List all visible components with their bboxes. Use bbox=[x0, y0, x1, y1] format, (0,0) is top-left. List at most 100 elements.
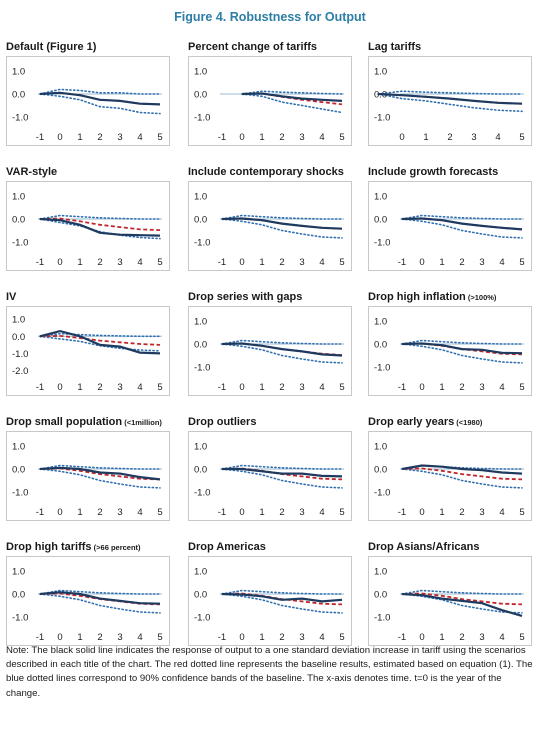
y-tick-label: 0.0 bbox=[374, 340, 387, 351]
panel-title-text: Drop Asians/Africans bbox=[368, 541, 480, 553]
line-chart-panel: 1.0 0.0 -1.0 -1 0 1 2 3 4 5 bbox=[368, 181, 532, 271]
panel-title: Drop series with gaps bbox=[188, 291, 302, 303]
x-tick-label: 1 bbox=[259, 507, 264, 518]
x-tick-label: 5 bbox=[157, 507, 162, 518]
estimate-line bbox=[401, 342, 523, 355]
y-tick-label: 0.0 bbox=[374, 465, 387, 476]
y-tick-label: 1.0 bbox=[374, 66, 387, 77]
x-tick-label: 2 bbox=[97, 132, 102, 143]
x-tick-label: 1 bbox=[439, 257, 444, 268]
y-tick-label: 1.0 bbox=[12, 315, 25, 326]
x-tick-label: 1 bbox=[439, 507, 444, 518]
line-chart-panel: 1.0 0.0 -1.0 -1 0 1 2 3 4 5 bbox=[188, 306, 352, 396]
x-tick-label: 1 bbox=[77, 632, 82, 643]
confidence-band-upper bbox=[401, 214, 523, 220]
y-tick-label: -1.0 bbox=[194, 238, 210, 249]
estimate-line bbox=[221, 342, 343, 357]
y-tick-label: 1.0 bbox=[374, 441, 387, 452]
y-tick-label: 0.0 bbox=[194, 340, 207, 351]
x-tick-label: 5 bbox=[157, 132, 162, 143]
x-tick-label: 4 bbox=[137, 507, 142, 518]
x-tick-label: -1 bbox=[36, 382, 44, 393]
panel-title-text: Drop Americas bbox=[188, 541, 266, 553]
panel-title-suffix: (<1980) bbox=[454, 418, 483, 427]
x-tick-label: 5 bbox=[339, 257, 344, 268]
x-tick-label: 5 bbox=[519, 132, 524, 143]
confidence-band-lower bbox=[39, 93, 161, 115]
x-tick-label: 0 bbox=[57, 632, 62, 643]
estimate-line bbox=[241, 92, 343, 102]
estimate-line bbox=[39, 591, 161, 605]
x-tick-label: 4 bbox=[319, 257, 324, 268]
y-tick-label: -1.0 bbox=[194, 613, 210, 624]
confidence-band-upper bbox=[401, 339, 523, 345]
x-tick-label: 5 bbox=[157, 382, 162, 393]
x-tick-label: 0 bbox=[419, 507, 424, 518]
x-tick-label: 2 bbox=[97, 632, 102, 643]
x-tick-label: 3 bbox=[117, 382, 122, 393]
estimate-line bbox=[39, 329, 161, 355]
y-tick-label: 0.0 bbox=[12, 332, 25, 343]
x-tick-label: 4 bbox=[499, 632, 504, 643]
confidence-band-upper bbox=[39, 88, 161, 95]
x-tick-label: -1 bbox=[218, 507, 226, 518]
y-tick-label: -1.0 bbox=[374, 488, 390, 499]
x-tick-label: 0 bbox=[239, 132, 244, 143]
y-tick-label: -1.0 bbox=[194, 363, 210, 374]
y-tick-label: 1.0 bbox=[194, 191, 207, 202]
y-tick-label: 0.0 bbox=[12, 90, 25, 101]
y-tick-label: 0.0 bbox=[12, 215, 25, 226]
y-tick-label: -2.0 bbox=[12, 366, 28, 377]
confidence-band-upper bbox=[221, 464, 343, 470]
x-tick-label: -1 bbox=[36, 132, 44, 143]
estimate-line bbox=[401, 592, 523, 617]
x-tick-label: -1 bbox=[398, 382, 406, 393]
panel-title-text: Drop high inflation bbox=[368, 291, 466, 303]
x-tick-label: 1 bbox=[77, 507, 82, 518]
x-tick-label: 5 bbox=[519, 257, 524, 268]
x-tick-label: 3 bbox=[117, 132, 122, 143]
x-tick-label: 3 bbox=[299, 632, 304, 643]
panel-title: Percent change of tariffs bbox=[188, 41, 317, 53]
panel-title-text: Drop high tariffs bbox=[6, 541, 92, 553]
y-tick-label: -1.0 bbox=[12, 238, 28, 249]
panel-title: Drop Asians/Africans bbox=[368, 541, 479, 553]
x-tick-label: -1 bbox=[36, 507, 44, 518]
panel-title: Drop Americas bbox=[188, 541, 266, 553]
panel-title-text: Drop outliers bbox=[188, 416, 257, 428]
panel-border bbox=[188, 306, 352, 396]
y-tick-label: -1.0 bbox=[194, 113, 210, 124]
x-tick-label: 1 bbox=[259, 132, 264, 143]
y-tick-label: 1.0 bbox=[374, 566, 387, 577]
x-tick-label: 2 bbox=[97, 507, 102, 518]
confidence-band-lower bbox=[39, 593, 161, 614]
x-tick-label: 5 bbox=[339, 132, 344, 143]
panel-title: Drop high inflation (>100%) bbox=[368, 291, 496, 303]
line-chart-panel: 1.0 0.0 -1.0 -1 0 1 2 3 4 5 bbox=[368, 556, 532, 646]
panel-title: IV bbox=[6, 291, 16, 303]
x-tick-label: 2 bbox=[459, 257, 464, 268]
x-tick-label: 1 bbox=[259, 632, 264, 643]
confidence-band-upper bbox=[39, 214, 161, 220]
panel-border bbox=[6, 306, 170, 396]
x-tick-label: 2 bbox=[279, 507, 284, 518]
x-tick-label: 2 bbox=[97, 382, 102, 393]
x-tick-label: 4 bbox=[319, 132, 324, 143]
line-chart-panel: 1.00.0-1.00 1 2 3 4 5 bbox=[368, 56, 532, 146]
x-tick-label: 5 bbox=[339, 507, 344, 518]
confidence-band-lower bbox=[401, 218, 523, 239]
confidence-band-upper bbox=[401, 589, 523, 595]
x-tick-label: 2 bbox=[279, 132, 284, 143]
line-chart-panel: 1.0 0.0 -1.0 -1 0 1 2 3 4 5 bbox=[188, 181, 352, 271]
x-tick-label: 2 bbox=[279, 632, 284, 643]
x-tick-label: -1 bbox=[218, 257, 226, 268]
y-tick-label: 0.0 bbox=[194, 465, 207, 476]
panel-title: Drop small population (<1million) bbox=[6, 416, 162, 428]
y-tick-label: -1.0 bbox=[12, 613, 28, 624]
x-tick-label: 5 bbox=[339, 382, 344, 393]
line-chart-panel: 1.0 0.0 -1.0 -1 0 1 2 3 4 5 bbox=[6, 56, 170, 146]
x-tick-label: -1 bbox=[36, 632, 44, 643]
y-tick-label: -1.0 bbox=[374, 113, 390, 124]
confidence-band-upper bbox=[221, 214, 343, 220]
x-tick-label: 0 bbox=[57, 382, 62, 393]
